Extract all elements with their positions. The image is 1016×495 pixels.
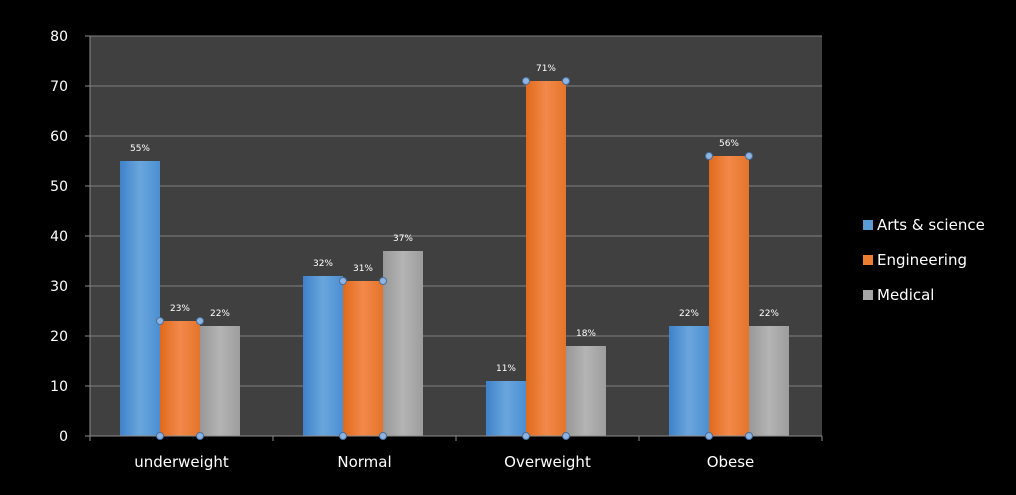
bar <box>669 326 709 436</box>
bar <box>526 81 566 436</box>
bar <box>486 381 526 436</box>
data-label: 55% <box>130 144 150 154</box>
data-label: 22% <box>210 309 230 319</box>
legend-entry: Arts & science <box>877 216 985 234</box>
selection-handle[interactable] <box>706 433 713 440</box>
selection-handle[interactable] <box>380 278 387 285</box>
y-tick-label: 0 <box>59 429 68 445</box>
y-tick-label: 60 <box>50 129 68 145</box>
bar <box>120 161 160 436</box>
bar <box>749 326 789 436</box>
bar <box>343 281 383 436</box>
selection-handle[interactable] <box>523 78 530 85</box>
selection-handle[interactable] <box>340 278 347 285</box>
y-tick-label: 20 <box>50 329 68 345</box>
data-label: 18% <box>576 329 596 339</box>
data-label: 71% <box>536 64 556 74</box>
bar <box>200 326 240 436</box>
selection-handle[interactable] <box>197 433 204 440</box>
bar <box>709 156 749 436</box>
x-category-label: underweight <box>134 453 229 471</box>
data-label: 22% <box>679 309 699 319</box>
selection-handle[interactable] <box>157 318 164 325</box>
bar <box>160 321 200 436</box>
data-label: 22% <box>759 309 779 319</box>
legend-swatch <box>863 290 873 300</box>
selection-handle[interactable] <box>340 433 347 440</box>
selection-handle[interactable] <box>157 433 164 440</box>
selection-handle[interactable] <box>563 78 570 85</box>
selection-handle[interactable] <box>746 153 753 160</box>
y-tick-label: 80 <box>50 29 68 45</box>
data-label: 31% <box>353 264 373 274</box>
y-tick-label: 70 <box>50 79 68 95</box>
selection-handle[interactable] <box>563 433 570 440</box>
legend-entry: Medical <box>877 286 934 304</box>
data-label: 11% <box>496 364 516 374</box>
legend-swatch <box>863 255 873 265</box>
y-tick-label: 30 <box>50 279 68 295</box>
selection-handle[interactable] <box>380 433 387 440</box>
bar <box>303 276 343 436</box>
y-tick-label: 10 <box>50 379 68 395</box>
bar <box>566 346 606 436</box>
legend-swatch <box>863 220 873 230</box>
x-category-label: Normal <box>337 453 391 471</box>
y-tick-label: 50 <box>50 179 68 195</box>
selection-handle[interactable] <box>746 433 753 440</box>
data-label: 23% <box>170 304 190 314</box>
selection-handle[interactable] <box>523 433 530 440</box>
y-tick-label: 40 <box>50 229 68 245</box>
data-label: 32% <box>313 259 333 269</box>
x-category-label: Obese <box>707 453 755 471</box>
data-label: 56% <box>719 139 739 149</box>
data-label: 37% <box>393 234 413 244</box>
legend-entry: Engineering <box>877 251 967 269</box>
x-category-label: Overweight <box>504 453 591 471</box>
selection-handle[interactable] <box>706 153 713 160</box>
bar <box>383 251 423 436</box>
selection-handle[interactable] <box>197 318 204 325</box>
